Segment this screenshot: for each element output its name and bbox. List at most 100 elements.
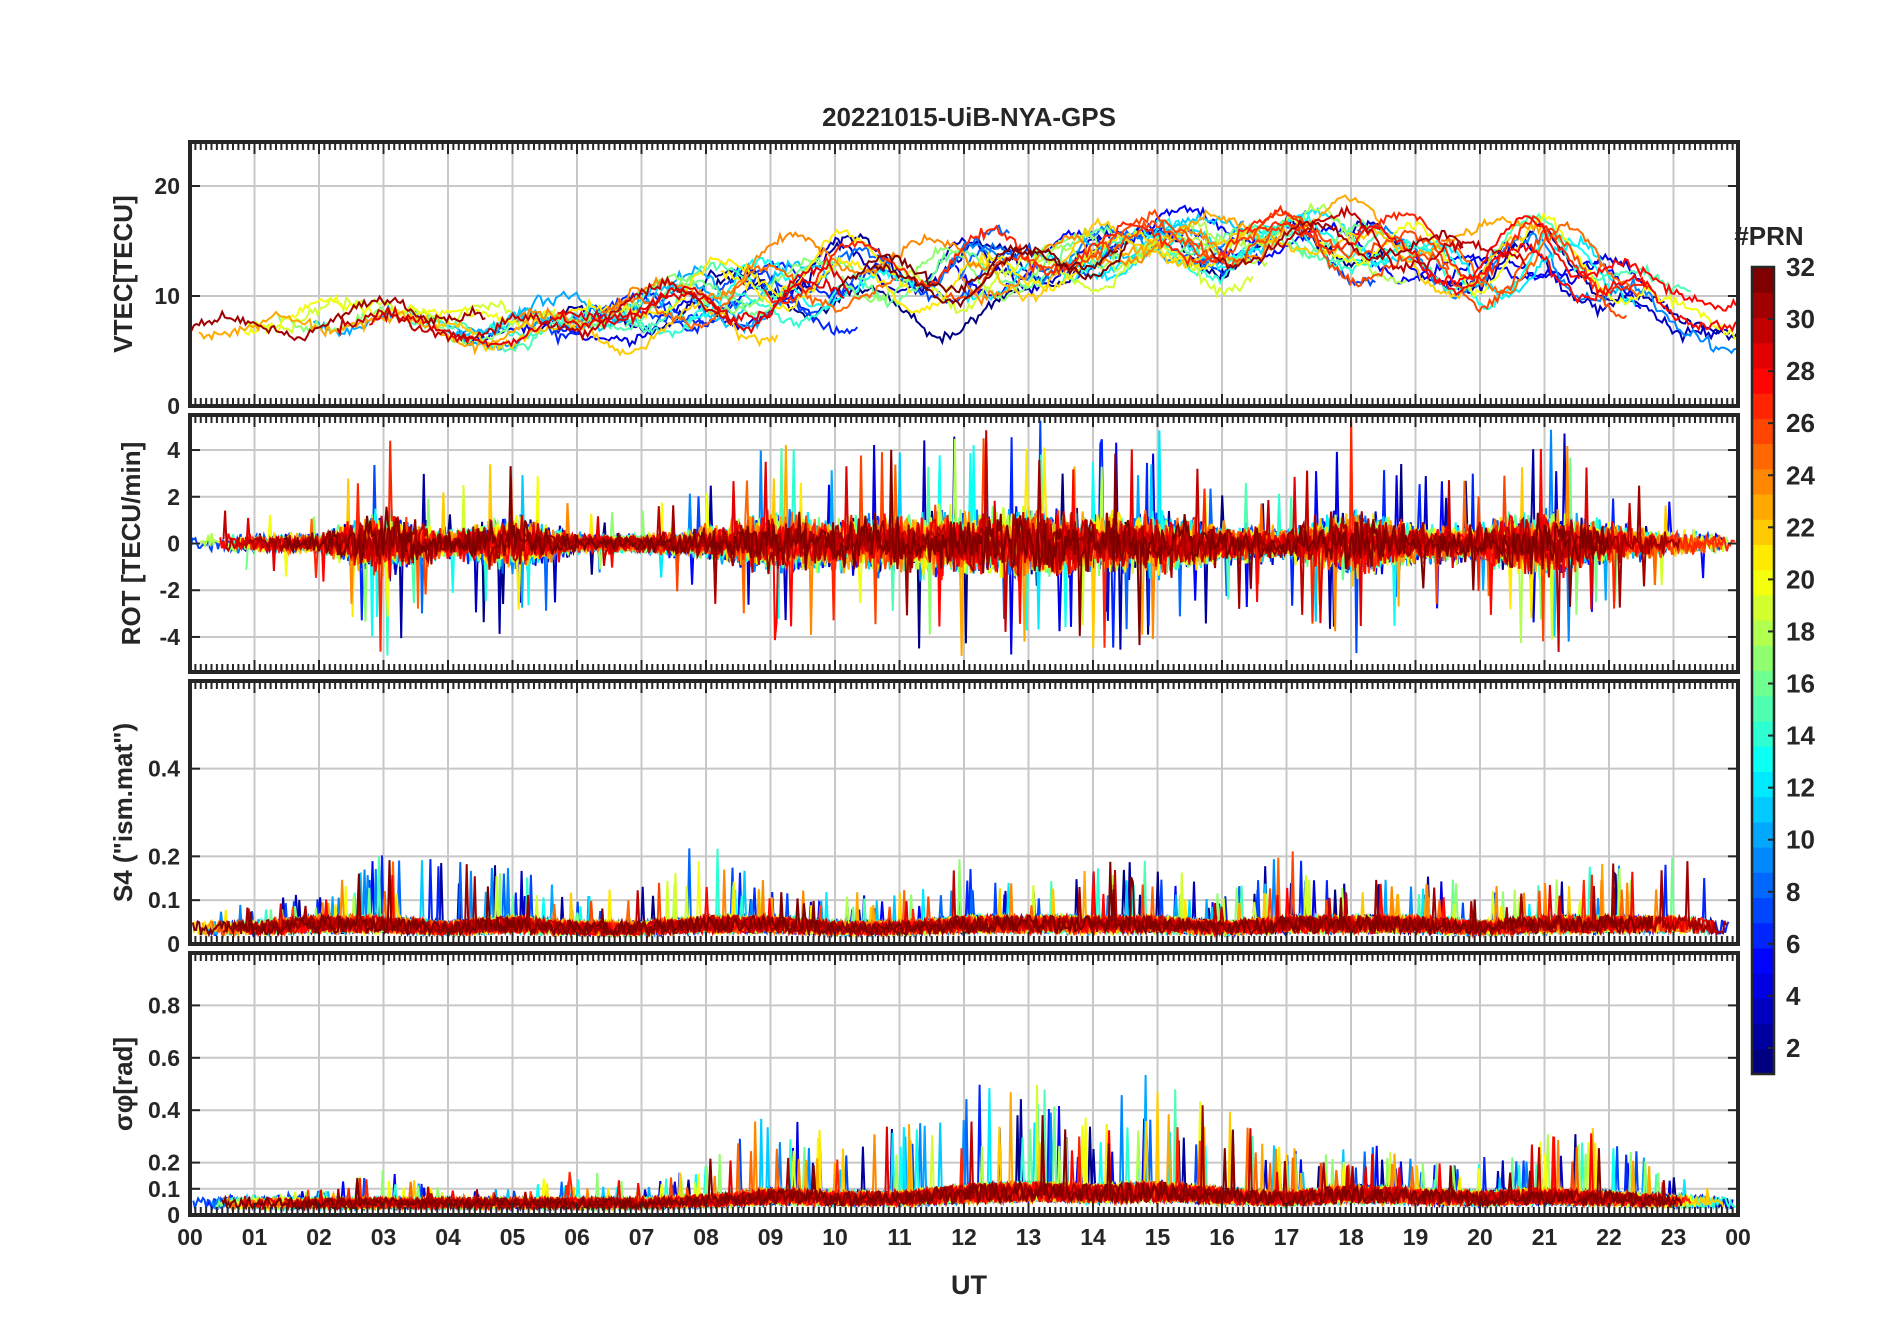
x-tick-label: 15 — [1145, 1224, 1171, 1250]
colorbar-segment — [1752, 720, 1774, 747]
colorbar-segment — [1752, 872, 1774, 899]
colorbar-tick-label: 2 — [1786, 1033, 1800, 1063]
x-tick-label: 11 — [887, 1224, 912, 1250]
x-tick-label: 09 — [758, 1224, 784, 1250]
vtec-prn-24-arc — [515, 230, 998, 327]
colorbar-tick-label: 20 — [1786, 564, 1815, 594]
x-tick-label: 08 — [693, 1224, 719, 1250]
vtec-prn-32-arc — [869, 246, 1119, 309]
y-tick-label: 10 — [154, 283, 180, 309]
colorbar-segment — [1752, 493, 1774, 520]
colorbar-segment — [1752, 897, 1774, 924]
vtec-prn-9-arc — [1356, 223, 1737, 355]
vtec-prn-27-arc — [1246, 204, 1651, 298]
colorbar-frame — [1750, 265, 1776, 1076]
colorbar-segment — [1752, 342, 1774, 369]
colorbar-tick-label: 22 — [1786, 512, 1815, 542]
colorbar-tick-label: 32 — [1786, 252, 1815, 282]
vtec-prn-29-arc — [368, 276, 845, 349]
x-tick-label: 00 — [1725, 1224, 1751, 1250]
figure-title: 20221015-UiB-NYA-GPS — [822, 102, 1116, 132]
vtec-prn-20-arc — [1292, 211, 1738, 340]
vtec-prn-23-arc — [1112, 194, 1544, 259]
vtec-prn-2-arc — [1449, 222, 1738, 342]
colorbar-segment — [1752, 418, 1774, 445]
colorbar-segment — [1752, 367, 1774, 394]
colorbar-segment — [1752, 771, 1774, 798]
colorbar-segment — [1752, 947, 1774, 974]
colorbar-segment — [1752, 443, 1774, 470]
y-tick-label: 0 — [167, 931, 180, 957]
colorbar-segment — [1752, 594, 1774, 621]
s4-series — [191, 848, 1730, 940]
x-tick-label: 22 — [1596, 1224, 1622, 1250]
vtec-prn-32-arc — [836, 240, 1128, 294]
vtec-prn-23-arc — [198, 310, 541, 356]
colorbar-segment — [1752, 645, 1774, 672]
colorbar-segment — [1752, 620, 1774, 646]
vtec-prn-27-arc — [763, 220, 1313, 304]
vtec-prn-28-arc — [1355, 225, 1738, 333]
colorbar-tick-label: 10 — [1786, 825, 1815, 855]
vtec-prn-31-arc — [1208, 218, 1464, 271]
vtec-prn-22-arc — [980, 216, 1524, 304]
colorbar-segment — [1752, 695, 1774, 722]
colorbar-segment — [1752, 973, 1774, 999]
colorbar-segment — [1752, 267, 1774, 293]
colorbar-segment — [1752, 569, 1774, 596]
colorbar-tick-label: 28 — [1786, 356, 1815, 386]
rot-panel: -4 -2 0 2 4 ROT [TECU/min] — [116, 413, 1740, 674]
colorbar-segment — [1752, 746, 1774, 772]
vtec-minor-ticks — [189, 142, 1739, 407]
x-tick-label: 18 — [1338, 1224, 1364, 1250]
x-tick-label: 14 — [1080, 1224, 1106, 1250]
colorbar-tick-label: 8 — [1786, 877, 1800, 907]
sigma-phi-y-label: σφ[rad] — [108, 1037, 138, 1131]
colorbar-tick-label: 24 — [1786, 460, 1815, 490]
x-tick-label: 00 — [177, 1224, 203, 1250]
x-tick-label: 19 — [1403, 1224, 1429, 1250]
y-tick-label: 0.4 — [148, 756, 180, 782]
sigma-phi-series — [192, 1074, 1737, 1213]
sigma-phi-prn-32 — [220, 1115, 1683, 1212]
vtec-prn-19-arc — [245, 295, 512, 334]
y-tick-label: 0.1 — [148, 887, 180, 913]
colorbar-tick-label: 18 — [1786, 616, 1815, 646]
colorbar-tick-label: 26 — [1786, 408, 1815, 438]
x-tick-label: 06 — [564, 1224, 590, 1250]
sigma-phi-minor-ticks — [189, 953, 1739, 1216]
x-tick-labels: 00 01 02 03 04 05 06 07 08 09 10 11 12 13 14 15 16 17 18 19… — [177, 1224, 1751, 1250]
s4-y-label: S4 ("ism.mat") — [108, 723, 138, 902]
s4-minor-ticks — [189, 681, 1739, 945]
colorbar-tick-label: 16 — [1786, 669, 1815, 699]
x-tick-label: 05 — [500, 1224, 526, 1250]
colorbar-title: #PRN — [1734, 221, 1803, 251]
y-tick-label: 0.4 — [148, 1097, 180, 1123]
vtec-prn-30-arc — [336, 275, 720, 344]
x-tick-label: 12 — [951, 1224, 977, 1250]
y-tick-label: -4 — [160, 624, 181, 650]
vtec-prn-30-arc — [1276, 204, 1526, 275]
s4-panel: 0 0.1 0.2 0.4 S4 ("ism.mat") — [108, 679, 1740, 957]
x-tick-label: 02 — [306, 1224, 332, 1250]
colorbar-segment — [1752, 998, 1774, 1025]
y-tick-label: 0 — [167, 531, 180, 557]
x-tick-label: 01 — [242, 1224, 268, 1250]
x-tick-label: 03 — [371, 1224, 397, 1250]
vtec-prn-16-arc — [624, 256, 841, 328]
rot-prn-32 — [283, 449, 1610, 646]
vtec-prn-28-arc — [1425, 215, 1737, 312]
y-tick-label: 0.6 — [148, 1045, 180, 1071]
x-tick-label: 21 — [1532, 1224, 1558, 1250]
sigma-phi-panel: 00.10.2 0.4 0.6 0.8 σφ[rad] — [108, 951, 1740, 1228]
x-tick-label: 13 — [1016, 1224, 1042, 1250]
x-tick-label: 20 — [1467, 1224, 1493, 1250]
x-axis-label: UT — [951, 1270, 987, 1300]
colorbar-tick-label: 4 — [1786, 981, 1801, 1011]
rot-y-label: ROT [TECU/min] — [116, 442, 146, 646]
colorbar-segment — [1752, 544, 1774, 571]
s4-prn-32 — [191, 860, 1654, 939]
